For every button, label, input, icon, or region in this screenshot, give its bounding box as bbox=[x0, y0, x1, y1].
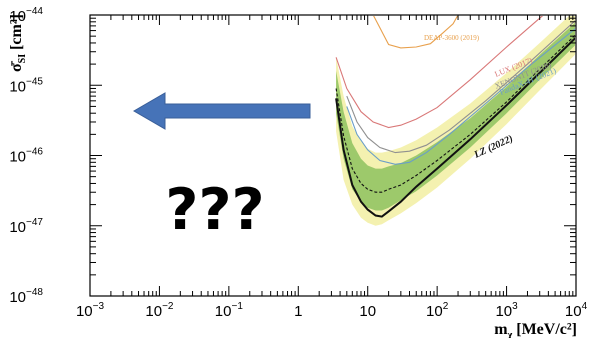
x-tick-label: 10−1 bbox=[215, 301, 244, 320]
curve-deap-3600-2019 bbox=[373, 16, 459, 49]
x-axis-label: mχ [MeV/c²] bbox=[494, 321, 577, 338]
plot-frame bbox=[89, 14, 577, 297]
band-layer bbox=[336, 16, 575, 226]
x-tick-label: 10−2 bbox=[145, 301, 174, 320]
x-tick-label: 104 bbox=[565, 301, 588, 320]
curve-pandax-4t-2021 bbox=[346, 28, 575, 165]
curve-layer bbox=[335, 16, 575, 218]
x-tick-label: 103 bbox=[495, 301, 518, 320]
question-marks: ??? bbox=[165, 177, 264, 243]
left-arrow bbox=[133, 92, 311, 130]
curve-xenon1t-2018 bbox=[346, 20, 575, 154]
x-tick-label: 10−3 bbox=[76, 301, 105, 320]
y-tick-label: 10−44 bbox=[9, 6, 43, 25]
y-tick-label: 10−48 bbox=[9, 287, 43, 306]
tick-layer bbox=[89, 14, 577, 297]
axis-label-layer: mχ [MeV/c²] σ̄SI[cm²] bbox=[8, 14, 577, 338]
y-tick-label: 10−47 bbox=[9, 217, 43, 236]
y-tick-label: 10−45 bbox=[9, 76, 43, 95]
tick-label-layer: 10−3 10−2 10−1 1 10 102 103 104 10−44 10−45 10−46 1… bbox=[9, 6, 587, 320]
band-1sigma bbox=[336, 22, 575, 211]
curve-label: DEAP-3600 (2019) bbox=[424, 34, 480, 42]
y-axis-label: σ̄SI[cm²] bbox=[8, 14, 28, 72]
curve-lz-2022 bbox=[335, 36, 575, 218]
x-tick-label: 1 bbox=[294, 303, 302, 320]
x-tick-label: 10 bbox=[359, 303, 376, 320]
axes-frame bbox=[89, 14, 577, 297]
arrow-shape bbox=[133, 92, 311, 130]
y-tick-label: 10−46 bbox=[9, 147, 43, 166]
curve-median-expected bbox=[335, 34, 575, 193]
curve-lux-2017 bbox=[335, 16, 544, 129]
x-tick-label: 102 bbox=[426, 301, 449, 320]
